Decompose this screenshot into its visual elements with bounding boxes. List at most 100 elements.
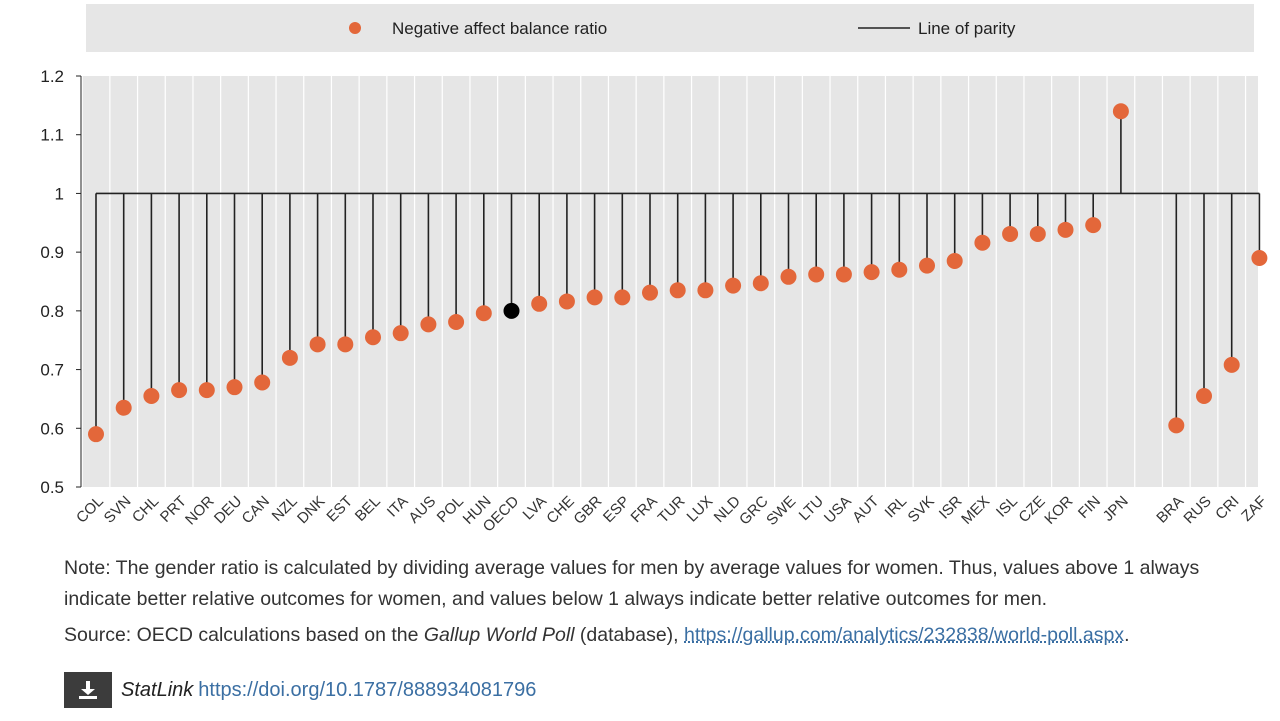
point-gbr <box>586 289 603 306</box>
source-prefix: Source: OECD calculations based on the <box>64 624 424 646</box>
category-label-tur: TUR <box>655 493 689 527</box>
statlink-link[interactable]: https://doi.org/10.1787/888934081796 <box>198 678 537 701</box>
point-usa <box>835 266 852 283</box>
point-grc <box>752 275 769 292</box>
chart-note: Note: The gender ratio is calculated by … <box>64 557 1200 610</box>
stems <box>95 111 1261 435</box>
category-label-gbr: GBR <box>570 493 605 528</box>
y-tick-label: 0.8 <box>40 302 64 321</box>
category-label-svn: SVN <box>101 493 135 527</box>
source-database-name: Gallup World Poll <box>423 624 575 646</box>
point-lux <box>697 282 714 299</box>
category-label-zaf: ZAF <box>1238 493 1270 525</box>
category-label-cze: CZE <box>1015 493 1048 526</box>
point-kor <box>1057 221 1074 238</box>
y-tick-label: 0.7 <box>40 361 64 380</box>
point-rus <box>1196 387 1212 404</box>
point-isl <box>1002 225 1019 242</box>
point-ita <box>392 325 409 342</box>
category-label-grc: GRC <box>736 493 772 529</box>
y-tick-label: 1.1 <box>40 126 64 145</box>
category-label-aus: AUS <box>405 493 439 527</box>
chart: Negative affect balance ratio Line of pa… <box>40 4 1270 536</box>
y-tick-label: 1.2 <box>40 67 64 86</box>
point-chl <box>143 387 160 404</box>
source-middle: (database), <box>574 624 684 646</box>
point-pol <box>448 314 465 331</box>
point-zaf <box>1251 250 1268 267</box>
point-esp <box>614 289 631 306</box>
point-lva <box>531 295 548 312</box>
point-deu <box>226 379 243 396</box>
category-label-ltu: LTU <box>796 493 827 524</box>
point-swe <box>780 268 797 285</box>
point-nzl <box>281 349 298 366</box>
legend-box <box>86 4 1254 52</box>
source-suffix: . <box>1124 624 1130 646</box>
category-label-chl: CHL <box>129 493 162 526</box>
category-label-esp: ESP <box>600 493 633 526</box>
category-label-nzl: NZL <box>269 493 301 525</box>
category-label-col: COL <box>73 493 107 527</box>
y-tick-label: 0.9 <box>40 243 64 262</box>
plot-area <box>81 76 1258 487</box>
statlink-row: StatLink https://doi.org/10.1787/8889340… <box>64 672 536 708</box>
legend-line-label: Line of parity <box>918 19 1016 38</box>
category-label-cri: CRI <box>1212 493 1242 523</box>
point-aus <box>420 316 437 333</box>
category-label-est: EST <box>323 493 356 526</box>
category-label-fra: FRA <box>628 493 661 526</box>
point-fra <box>642 284 658 301</box>
category-label-nor: NOR <box>182 493 218 529</box>
point-col <box>88 426 104 443</box>
point-svk <box>919 257 935 274</box>
point-mex <box>974 234 991 251</box>
y-axis: 0.5 0.6 0.7 0.8 0.9 1 1.1 1.2 <box>40 67 82 497</box>
y-tick-label: 0.6 <box>40 419 64 438</box>
category-label-dnk: DNK <box>294 493 328 527</box>
category-label-swe: SWE <box>763 493 799 529</box>
category-label-nld: NLD <box>711 493 744 526</box>
point-nld <box>725 277 742 294</box>
point-oecd <box>503 302 520 319</box>
point-svn <box>115 399 132 416</box>
category-label-jpn: JPN <box>1100 493 1132 525</box>
category-label-lux: LUX <box>684 493 717 526</box>
point-fin <box>1085 217 1102 234</box>
category-label-che: CHE <box>543 493 577 527</box>
point-cri <box>1223 356 1240 373</box>
download-arrow-icon <box>79 681 97 699</box>
category-label-irl: IRL <box>882 493 911 522</box>
legend-dot-marker <box>349 22 361 34</box>
source-link[interactable]: https://gallup.com/analytics/232838/worl… <box>684 624 1125 646</box>
point-jpn <box>1112 103 1129 120</box>
category-label-kor: KOR <box>1041 493 1076 528</box>
category-label-usa: USA <box>821 493 855 527</box>
point-aut <box>863 264 880 281</box>
point-irl <box>891 261 908 278</box>
category-label-prt: PRT <box>157 493 190 526</box>
category-label-can: CAN <box>239 493 273 527</box>
point-hun <box>475 305 492 322</box>
category-label-rus: RUS <box>1180 493 1214 527</box>
point-prt <box>171 382 188 399</box>
category-label-bra: BRA <box>1153 493 1187 527</box>
category-label-aut: AUT <box>849 493 882 526</box>
category-label-deu: DEU <box>211 493 245 527</box>
category-label-mex: MEX <box>958 493 993 528</box>
point-isr <box>946 252 963 269</box>
point-cze <box>1029 225 1046 242</box>
point-can <box>254 374 271 391</box>
category-label-fin: FIN <box>1075 493 1104 522</box>
category-label-bel: BEL <box>352 493 384 525</box>
point-bel <box>365 329 381 346</box>
point-tur <box>669 282 686 299</box>
y-tick-label: 1 <box>55 184 64 203</box>
point-nor <box>198 382 215 399</box>
data-points <box>88 103 1268 443</box>
category-label-svk: SVK <box>905 493 938 526</box>
download-icon[interactable] <box>64 672 112 708</box>
chart-source: Source: OECD calculations based on the G… <box>64 624 1254 647</box>
point-che <box>558 293 575 310</box>
